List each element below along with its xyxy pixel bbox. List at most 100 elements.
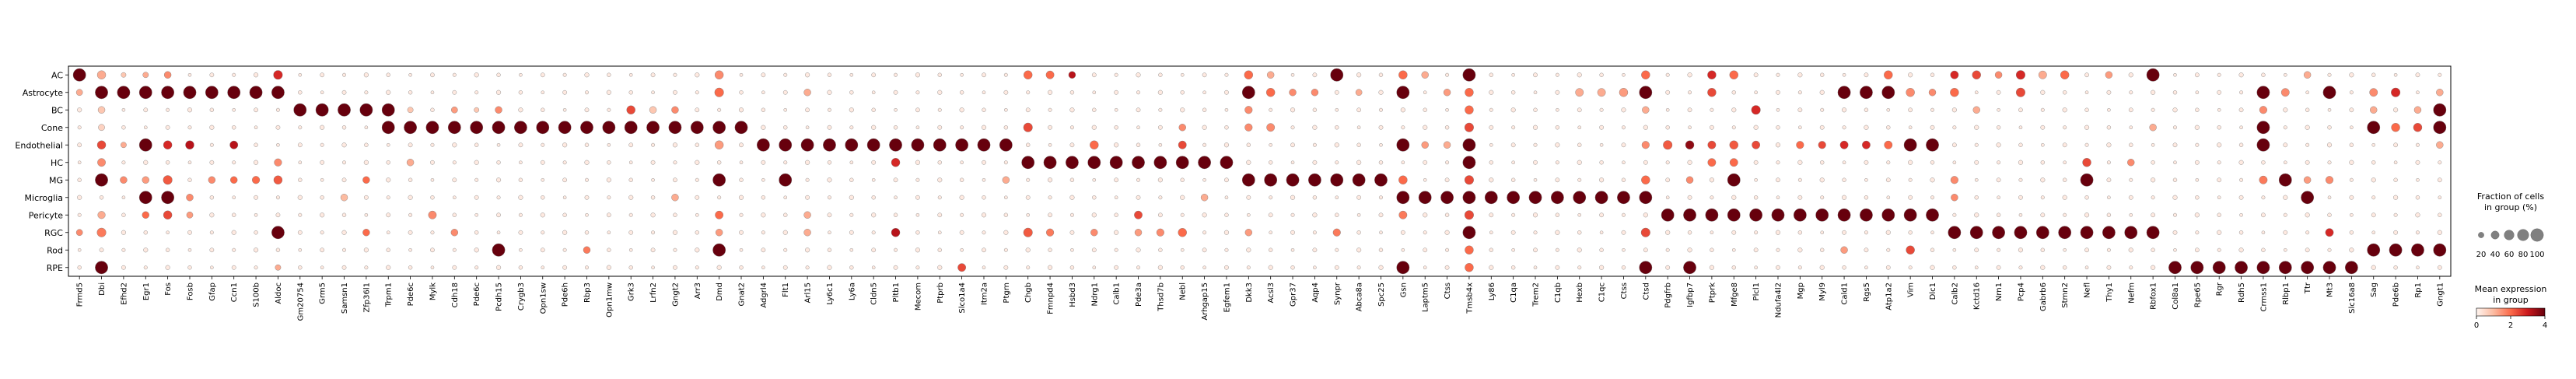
dot [320,125,325,130]
dot [1224,247,1229,252]
dot [1952,125,1957,130]
dot [2349,230,2354,235]
dot [1334,265,1339,270]
dot [893,89,898,95]
dot [2305,90,2309,94]
dot [320,90,324,94]
dot [1707,70,1717,79]
dot [2128,247,2133,253]
col-label: Pde6b [2392,282,2401,307]
dot [2391,123,2400,132]
dot [273,175,283,184]
dot [2436,89,2444,97]
col-label: Zfp36l1 [362,282,371,313]
dot [671,194,679,202]
dot [1599,143,1604,147]
dot [1356,160,1362,165]
dot [805,265,810,270]
dot [2151,265,2156,270]
dot [1776,177,1780,183]
dot [827,160,832,165]
dot [1464,210,1474,220]
dot [254,247,259,253]
dot [364,142,369,147]
dot [2389,243,2403,257]
dot [143,160,149,165]
dot [77,160,82,164]
dot [1462,156,1476,170]
dot [1860,86,1873,100]
dot [2217,230,2222,235]
dot [1710,230,1714,234]
dot [2172,142,2178,148]
dot [562,89,567,95]
dot [1732,248,1736,252]
dot [1599,72,1604,77]
dot [1401,125,1405,130]
dot [982,230,986,235]
dot [1069,125,1074,130]
dot [1776,89,1780,95]
col-label: Plcl1 [1752,282,1761,300]
dot [1665,72,1670,77]
dot [1091,125,1097,130]
dot [2283,107,2288,113]
dot [1951,107,1957,113]
dot [2128,107,2133,113]
dot [915,265,920,270]
dot [783,108,787,112]
col-label: Rp1 [2414,282,2423,298]
dot [1178,140,1187,149]
dot [1026,177,1031,182]
dot [1356,247,1362,253]
dot [933,138,947,152]
dot [1885,265,1891,270]
dot [584,107,590,113]
dot [1069,265,1075,270]
dot [2063,248,2067,252]
col-label: Rgs5 [1863,282,1871,302]
dot [1136,72,1141,78]
dot [2327,160,2332,165]
dot [496,160,501,165]
dot [1266,123,1276,132]
dot [1663,140,1673,150]
dot [1641,70,1650,79]
dot [1665,108,1670,112]
dot [121,195,126,199]
dot [96,140,107,149]
dot [1181,73,1185,77]
dot [2238,195,2244,200]
col-label: Fos [164,282,173,296]
dot [1046,228,1055,237]
dot [1864,195,1869,200]
dot [1577,160,1582,165]
dot [2256,138,2270,152]
dot [584,195,590,200]
dot [209,230,214,235]
dot [1379,143,1383,147]
dot [1158,125,1163,130]
dot [2235,261,2248,275]
dot [739,90,744,95]
dot [651,230,656,235]
dot [1090,140,1099,149]
dot [1091,247,1097,253]
dot [474,195,479,200]
dot [2040,177,2046,183]
dot [1555,72,1559,77]
col-label: Atp1a2 [1885,282,1893,311]
dot [1356,230,1361,235]
dot [2283,195,2288,200]
dot [387,143,390,147]
dot [408,212,413,217]
col-label: Efhd2 [120,282,128,305]
dot [2212,261,2226,275]
dot [381,103,395,117]
dot [1622,73,1626,77]
dot [1224,212,1229,217]
dot [695,160,700,165]
dot [1621,230,1626,235]
dot [2063,90,2067,95]
dot [673,265,677,270]
